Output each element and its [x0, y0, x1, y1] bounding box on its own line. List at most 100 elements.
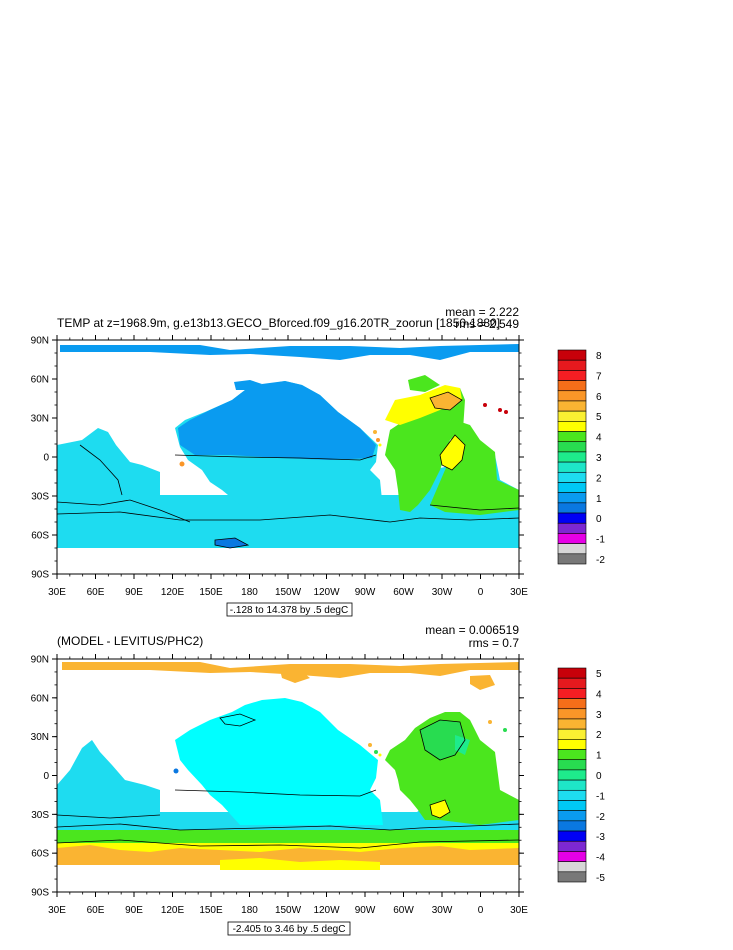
colorbar-label: 1 [596, 751, 602, 762]
colorbar-swatch [557, 380, 587, 392]
colorbar-swatch [557, 840, 587, 852]
ocean-field-map [57, 662, 519, 870]
ocean-field-map [57, 344, 519, 549]
lon-label: 120W [313, 905, 340, 916]
colorbar-label: 4 [596, 689, 602, 700]
lat-label: 90N [31, 336, 49, 347]
lon-label: 120W [313, 587, 340, 598]
colorbar: 8 7 6 5 4 3 2 1 0 -1 -2 [557, 349, 605, 566]
lat-label: 60S [31, 849, 49, 860]
lon-label: 150E [199, 905, 223, 916]
lon-label: 30W [432, 587, 453, 598]
mean-label: mean = 0.006519 [425, 623, 519, 637]
axes: 90N 60N 30N 0 30S 60S 90S 30E 60E 90E 120E 150E 180 1… [31, 654, 528, 916]
panel-top: TEMP at z=1968.9m, g.e13b13.GECO_Bforced… [31, 305, 605, 617]
colorbar-label: -1 [596, 791, 605, 802]
colorbar-label: -2 [596, 555, 605, 566]
colorbar-swatch [557, 410, 587, 422]
lon-label: 0 [478, 905, 484, 916]
lon-label: 150W [275, 905, 302, 916]
colorbar-label: -4 [596, 853, 605, 864]
colorbar-swatch [557, 543, 587, 555]
colorbar-swatch [557, 451, 587, 463]
colorbar-swatch [557, 871, 587, 883]
lon-label: 30E [510, 587, 528, 598]
lon-label: 0 [478, 587, 484, 598]
axes: 90N 60N 30N 0 30S 60S 90S 30E 60E 90E 120E 150E 180 1… [31, 335, 528, 598]
colorbar-label: -2 [596, 812, 605, 823]
colorbar-swatch [557, 431, 587, 443]
colorbar-swatch [557, 370, 587, 381]
colorbar-swatch [557, 533, 587, 544]
contour-info: -2.405 to 3.46 by .5 degC [233, 924, 346, 935]
colorbar-label: -3 [596, 832, 605, 843]
colorbar-swatch [557, 471, 587, 483]
lon-label: 60E [87, 905, 105, 916]
lon-label: 120E [161, 905, 185, 916]
colorbar-label: -5 [596, 873, 605, 884]
lon-label: 30E [48, 905, 66, 916]
colorbar-label: 5 [596, 669, 602, 680]
lat-label: 30N [31, 732, 49, 743]
panel-title: TEMP at z=1968.9m, g.e13b13.GECO_Bforced… [57, 316, 500, 330]
lon-label: 30E [48, 587, 66, 598]
lon-label: 180 [241, 587, 258, 598]
colorbar-swatch [557, 688, 587, 699]
lon-label: 180 [241, 905, 258, 916]
colorbar-swatch [557, 522, 587, 534]
colorbar-swatch [557, 739, 587, 750]
panel-bottom: (MODEL - LEVITUS/PHC2) mean = 0.006519 r… [31, 623, 605, 936]
colorbar-swatch [557, 708, 587, 720]
lat-label: 30N [31, 414, 49, 425]
colorbar-label: 5 [596, 412, 602, 423]
lat-label: 60S [31, 531, 49, 542]
colorbar-swatch [557, 390, 587, 402]
colorbar-swatch [557, 759, 587, 771]
colorbar-swatch [557, 779, 587, 791]
colorbar-label: -1 [596, 535, 605, 546]
lat-label: 90N [31, 655, 49, 666]
lat-label: 60N [31, 375, 49, 386]
panel-title: (MODEL - LEVITUS/PHC2) [57, 634, 203, 648]
lat-label: 0 [43, 453, 49, 464]
lat-label: 0 [43, 771, 49, 782]
colorbar-swatch [557, 461, 587, 473]
colorbar-swatch [557, 718, 587, 730]
lon-label: 60E [87, 587, 105, 598]
colorbar-label: 1 [596, 494, 602, 505]
colorbar-swatch [557, 553, 587, 565]
colorbar-swatch [557, 502, 587, 514]
colorbar-label: 8 [596, 351, 602, 362]
colorbar-swatch [557, 667, 587, 679]
colorbar-label: 0 [596, 771, 602, 782]
colorbar-swatch [557, 512, 587, 524]
contour-info-box [226, 602, 353, 617]
lon-label: 90E [125, 905, 143, 916]
lon-label: 150W [275, 587, 302, 598]
colorbar: 5 4 3 2 1 0 -1 -2 -3 -4 -5 [557, 667, 605, 884]
colorbar-label: 0 [596, 514, 602, 525]
rms-label: rms = 0.7 [469, 636, 520, 650]
colorbar-swatch [557, 677, 587, 689]
colorbar-swatch [557, 698, 587, 710]
colorbar-label: 4 [596, 433, 602, 444]
colorbar-label: 2 [596, 473, 602, 484]
lat-label: 30S [31, 492, 49, 503]
colorbar-swatch [557, 789, 587, 801]
colorbar-swatch [557, 861, 587, 873]
colorbar-label: 7 [596, 371, 602, 382]
lon-label: 90E [125, 587, 143, 598]
colorbar-swatch [557, 359, 587, 371]
lat-label: 90S [31, 888, 49, 899]
colorbar-swatch [557, 349, 587, 361]
colorbar-label: 3 [596, 453, 602, 464]
colorbar-swatch [557, 810, 587, 822]
colorbar-swatch [557, 769, 587, 781]
colorbar-swatch [557, 492, 587, 504]
lon-label: 60W [393, 905, 414, 916]
colorbar-swatch [557, 421, 587, 432]
lat-label: 30S [31, 810, 49, 821]
colorbar-swatch [557, 441, 587, 453]
lon-label: 60W [393, 587, 414, 598]
